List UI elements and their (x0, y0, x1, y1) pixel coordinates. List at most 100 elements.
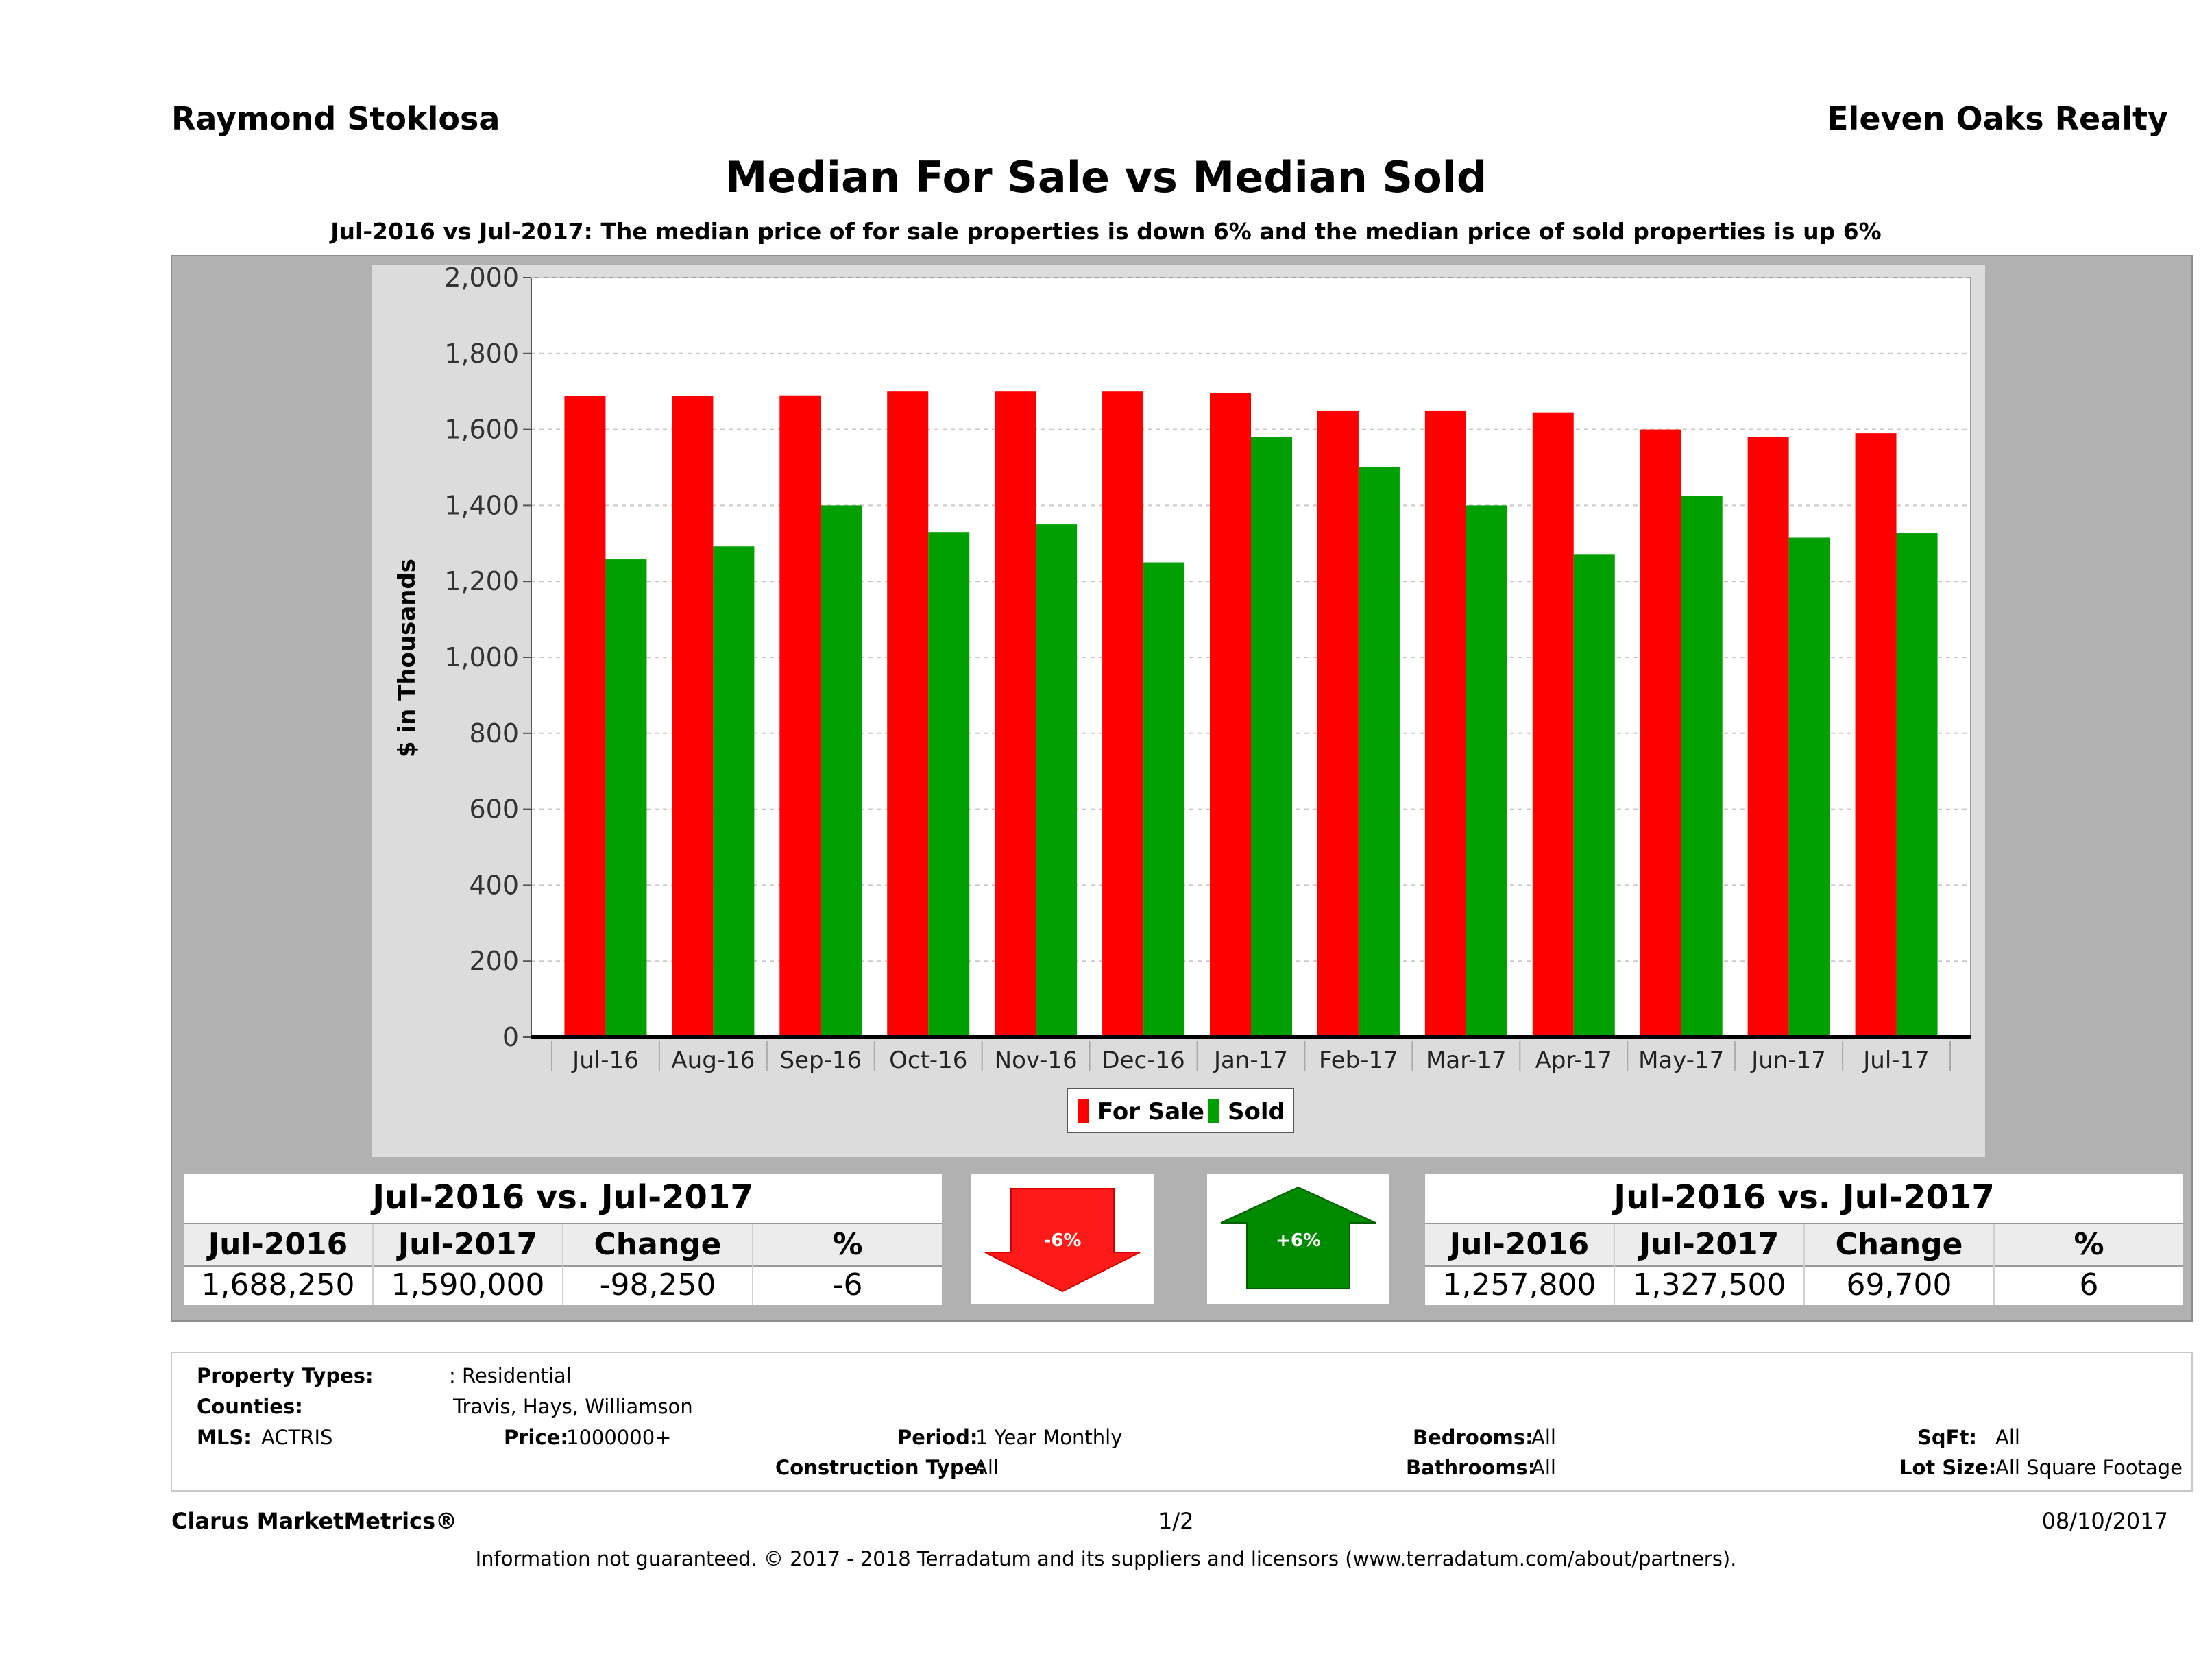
bar-sold (1143, 562, 1185, 1037)
bar-sold (1573, 554, 1615, 1037)
column-header: Jul-2017 (1615, 1224, 1805, 1265)
y-tick-label: 2,000 (444, 263, 519, 293)
bathrooms-value: All (1531, 1456, 1556, 1479)
x-tick-label: Mar-17 (1426, 1047, 1507, 1074)
counties-value: Travis, Hays, Williamson (453, 1395, 693, 1418)
y-tick-label: 1,200 (444, 566, 519, 596)
bar-sold (928, 532, 970, 1037)
x-tick-label: May-17 (1638, 1047, 1724, 1074)
bar-for-sale (1102, 391, 1144, 1037)
period-label: Period: (897, 1426, 978, 1449)
bar-sold (821, 505, 862, 1037)
sold-summary-heading: Jul-2016 vs. Jul-2017 (1614, 1178, 1995, 1217)
down-arrow-icon: -6% (984, 1188, 1141, 1293)
x-tick-label: Sep-16 (779, 1047, 862, 1074)
property-types-label: Property Types: (197, 1364, 374, 1387)
table-cell: -98,250 (563, 1265, 753, 1305)
down-arrow-box: -6% (971, 1174, 1154, 1304)
bar-for-sale (1424, 410, 1466, 1037)
lot-size-value: All Square Footage (1995, 1456, 2183, 1479)
y-tick-label: 0 (502, 1022, 519, 1052)
table-cell: 1,257,800 (1425, 1265, 1615, 1305)
y-tick-label: 800 (469, 718, 519, 749)
bar-sold (713, 546, 755, 1037)
table-cell: -6 (832, 1267, 863, 1302)
table-cell: 1,688,250 (184, 1265, 374, 1305)
page-number: 1/2 (1158, 1508, 1194, 1534)
bar-for-sale (1855, 433, 1897, 1037)
bar-sold (1251, 437, 1292, 1037)
x-tick-label: Jun-17 (1750, 1047, 1826, 1074)
x-tick-label: Aug-16 (671, 1047, 755, 1074)
y-tick-label: 1,000 (444, 642, 519, 672)
y-tick-label: 1,400 (444, 490, 519, 520)
y-tick-label: 1,800 (444, 339, 519, 369)
column-header: Jul-2016 (1425, 1224, 1615, 1265)
sqft-label: SqFt: (1917, 1426, 1977, 1449)
y-axis-label: $ in Thousands (393, 559, 421, 757)
footer-brand: Clarus MarketMetrics® (171, 1508, 458, 1534)
bar-for-sale (1317, 410, 1359, 1037)
sold-summary-table: Jul-2016 vs. Jul-2017 Jul-2016 Jul-2017 … (1425, 1174, 2183, 1305)
period-value: 1 Year Monthly (975, 1426, 1123, 1449)
legend: For Sale Sold (1067, 1088, 1294, 1133)
column-header: Change (1805, 1224, 1995, 1265)
bedrooms-value: All (1531, 1426, 1556, 1449)
brokerage-name: Eleven Oaks Realty (1827, 100, 2168, 137)
bar-for-sale (1532, 412, 1574, 1037)
disclaimer: Information not guaranteed. © 2017 - 201… (475, 1547, 1737, 1570)
column-header: % (832, 1227, 863, 1262)
report-date: 08/10/2017 (2041, 1508, 2168, 1534)
y-tick-label: 200 (469, 946, 519, 976)
counties-label: Counties: (197, 1395, 303, 1418)
table-cell: 1,327,500 (1615, 1265, 1805, 1305)
legend-label-for-sale: For Sale (1097, 1098, 1204, 1126)
property-types-value: : Residential (449, 1364, 572, 1387)
bar-sold (605, 559, 647, 1037)
bar-for-sale (1210, 393, 1251, 1037)
up-arrow-icon: +6% (1220, 1186, 1376, 1289)
bar-for-sale (1640, 429, 1681, 1037)
construction-type-value: All (974, 1456, 999, 1479)
legend-label-sold: Sold (1228, 1098, 1285, 1126)
y-tick-label: 400 (469, 870, 519, 900)
x-tick-label: Jul-16 (571, 1047, 639, 1074)
bar-for-sale (564, 396, 606, 1037)
table-cell: 1,590,000 (374, 1265, 563, 1305)
lot-size-label: Lot Size: (1899, 1456, 1997, 1479)
bar-chart: 0 200 400 600 800 1,000 1,200 1,400 1,600 1,800 2,… (393, 263, 1971, 1133)
y-tick-label: 1,600 (444, 415, 519, 445)
search-criteria-panel: Property Types: : Residential Counties: … (171, 1352, 2193, 1492)
up-arrow-box: +6% (1207, 1174, 1389, 1304)
x-tick-label: Apr-17 (1535, 1047, 1612, 1074)
bar-for-sale (672, 396, 714, 1037)
mls-value: ACTRIS (261, 1426, 333, 1449)
bar-for-sale (1747, 437, 1789, 1037)
x-tick-label: Oct-16 (889, 1047, 967, 1074)
up-arrow-label: +6% (1276, 1230, 1321, 1251)
bar-sold (1681, 496, 1723, 1037)
bar-for-sale (887, 391, 929, 1037)
x-tick-label: Jul-17 (1862, 1047, 1930, 1074)
bar-sold (1036, 524, 1078, 1037)
column-header: Jul-2017 (374, 1224, 563, 1265)
column-header: Jul-2016 (184, 1224, 374, 1265)
x-tick-label: Feb-17 (1319, 1047, 1398, 1074)
for-sale-summary-heading: Jul-2016 vs. Jul-2017 (372, 1178, 753, 1217)
bar-for-sale (995, 391, 1036, 1037)
agent-name: Raymond Stoklosa (171, 100, 500, 137)
legend-swatch-sold (1208, 1099, 1219, 1123)
chart-title: Median For Sale vs Median Sold (725, 152, 1487, 202)
construction-type-label: Construction Type: (775, 1456, 986, 1479)
bar-for-sale (779, 395, 821, 1037)
bathrooms-label: Bathrooms: (1406, 1456, 1536, 1479)
x-tick-label: Jan-17 (1213, 1047, 1288, 1074)
chart-subtitle: Jul-2016 vs Jul-2017: The median price o… (330, 218, 1882, 245)
down-arrow-label: -6% (1044, 1230, 1082, 1251)
y-tick-label: 600 (469, 794, 519, 825)
mls-label: MLS: (197, 1426, 252, 1449)
table-cell: 6 (2079, 1267, 2099, 1302)
x-tick-label: Dec-16 (1102, 1047, 1184, 1074)
bar-sold (1358, 467, 1400, 1037)
bar-sold (1896, 533, 1938, 1037)
